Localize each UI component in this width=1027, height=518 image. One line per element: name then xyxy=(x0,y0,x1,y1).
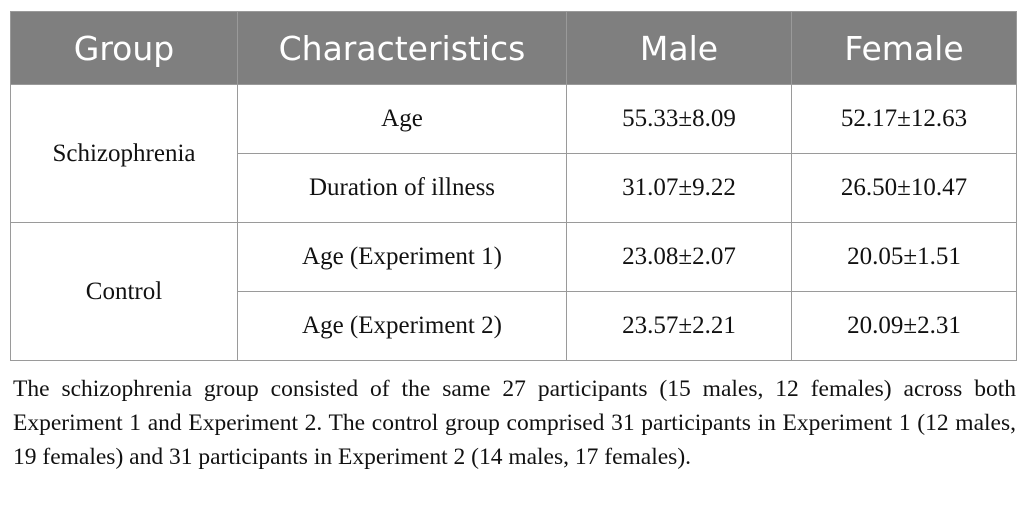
female-value-cell: 20.05±1.51 xyxy=(791,222,1017,292)
male-value-cell: 23.08±2.07 xyxy=(566,222,792,292)
male-value-cell: 31.07±9.22 xyxy=(566,153,792,223)
table-row: Duration of illness 31.07±9.22 26.50±10.… xyxy=(11,153,1017,223)
male-value-cell: 55.33±8.09 xyxy=(566,84,792,154)
table-footnote: The schizophrenia group consisted of the… xyxy=(13,376,1016,470)
participant-characteristics-table: Group Characteristics Male Female Schizo… xyxy=(10,11,1017,361)
male-value-cell: 23.57±2.21 xyxy=(566,291,792,361)
table-body: Schizophrenia Age 55.33±8.09 52.17±12.63… xyxy=(10,84,1017,361)
table-row: Age (Experiment 2) 23.57±2.21 20.09±2.31 xyxy=(11,291,1017,361)
header-female: Female xyxy=(791,11,1017,85)
table-row: Schizophrenia Age 55.33±8.09 52.17±12.63 xyxy=(10,84,1017,223)
table-header: Group Characteristics Male Female xyxy=(10,11,1017,85)
female-value-cell: 26.50±10.47 xyxy=(791,153,1017,223)
table-row: Control Age (Experiment 1) 23.08±2.07 20… xyxy=(10,222,1017,361)
group-cell-schizophrenia: Schizophrenia xyxy=(10,84,238,223)
characteristic-cell: Age xyxy=(237,84,567,154)
header-characteristics: Characteristics xyxy=(237,11,567,85)
characteristic-cell: Age (Experiment 2) xyxy=(237,291,567,361)
female-value-cell: 20.09±2.31 xyxy=(791,291,1017,361)
header-group: Group xyxy=(10,11,238,85)
characteristic-cell: Age (Experiment 1) xyxy=(237,222,567,292)
female-value-cell: 52.17±12.63 xyxy=(791,84,1017,154)
header-row: Group Characteristics Male Female xyxy=(10,11,1017,85)
characteristic-cell: Duration of illness xyxy=(237,153,567,223)
group-cell-control: Control xyxy=(10,222,238,361)
header-male: Male xyxy=(566,11,792,85)
